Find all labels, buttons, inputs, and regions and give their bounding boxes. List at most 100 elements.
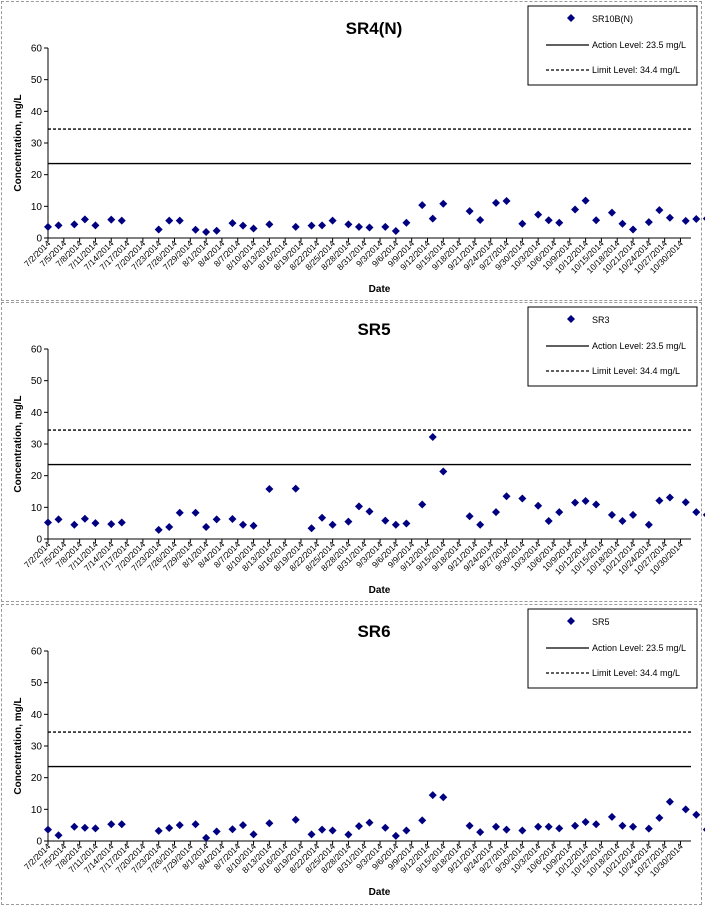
data-point (439, 467, 448, 476)
data-point (502, 196, 511, 205)
y-tick-label: 40 (31, 107, 43, 118)
y-tick-label: 30 (31, 139, 43, 150)
data-point (70, 220, 79, 229)
data-point (165, 522, 174, 531)
data-point (354, 222, 363, 231)
data-point (249, 830, 258, 839)
data-point (644, 824, 653, 833)
data-point (391, 831, 400, 840)
data-point (117, 216, 126, 225)
data-point (418, 201, 427, 210)
data-point (391, 227, 400, 236)
data-point (418, 816, 427, 825)
data-point (54, 515, 63, 524)
legend: SR10B(N) Action Level: 23.5 mg/L Limit Lev… (527, 5, 698, 86)
legend: SR5 Action Level: 23.5 mg/L Limit Level: 3… (527, 608, 698, 689)
data-point (692, 810, 701, 819)
data-point (91, 824, 100, 833)
data-point (165, 824, 174, 833)
data-point (117, 518, 126, 527)
y-axis-label: Concentration, mg/L (13, 94, 24, 191)
data-point (191, 225, 200, 234)
data-point (681, 498, 690, 507)
chart-panel-sr5: SR5 Concentration, mg/L Date 0 10 20 30 40 50 60 7… (1, 302, 705, 602)
data-point (644, 218, 653, 227)
data-point (344, 517, 353, 526)
y-tick-label: 20 (31, 773, 43, 784)
legend-limit-label: Limit Level: 34.4 mg/L (592, 65, 680, 75)
data-point (80, 823, 89, 832)
data-point (328, 826, 337, 835)
data-point (476, 520, 485, 529)
data-point (544, 822, 553, 831)
y-tick-label: 60 (31, 44, 43, 55)
data-point (655, 206, 664, 215)
data-point (571, 205, 580, 214)
data-point (202, 227, 211, 236)
data-point (655, 813, 664, 822)
data-point (571, 821, 580, 830)
data-point (228, 219, 237, 228)
y-tick-label: 20 (31, 471, 43, 482)
data-point (692, 508, 701, 517)
data-point (239, 221, 248, 230)
data-point (439, 793, 448, 802)
legend-marker-diamond (567, 315, 575, 323)
data-point (191, 820, 200, 829)
data-point (555, 508, 564, 517)
data-point (328, 216, 337, 225)
data-point (70, 822, 79, 831)
data-point (502, 492, 511, 501)
data-point (381, 516, 390, 525)
data-point (544, 216, 553, 225)
data-point (175, 821, 184, 830)
data-point (702, 512, 705, 518)
data-point (439, 199, 448, 208)
data-point (354, 502, 363, 511)
data-point (665, 213, 674, 222)
data-point (154, 525, 163, 534)
data-point (344, 220, 353, 229)
data-point (307, 524, 316, 533)
data-point (618, 219, 627, 228)
data-point (391, 520, 400, 529)
data-point (107, 820, 116, 829)
data-point (428, 433, 437, 442)
data-point (249, 521, 258, 530)
x-axis-label: Date (369, 887, 391, 898)
legend-series-label: SR10B(N) (592, 14, 633, 24)
data-point (491, 822, 500, 831)
legend-series-label: SR3 (592, 315, 610, 325)
legend-limit-label: Limit Level: 34.4 mg/L (592, 668, 680, 678)
data-point (291, 222, 300, 231)
data-point (555, 218, 564, 227)
data-point (592, 500, 601, 509)
data-point (629, 225, 638, 234)
data-point (629, 510, 638, 519)
data-point (318, 825, 327, 834)
data-point (607, 812, 616, 821)
y-tick-label: 10 (31, 805, 43, 816)
data-point (44, 518, 52, 527)
y-tick-label: 60 (31, 345, 43, 356)
chart-title: SR5 (357, 320, 390, 339)
data-point (70, 520, 79, 529)
y-axis-label: Concentration, mg/L (13, 697, 24, 794)
legend-limit-label: Limit Level: 34.4 mg/L (592, 366, 680, 376)
y-tick-label: 10 (31, 503, 43, 514)
data-point (681, 805, 690, 814)
legend-series-label: SR5 (592, 617, 610, 627)
y-tick-label: 50 (31, 75, 43, 86)
data-point (202, 522, 211, 531)
data-point (318, 221, 327, 230)
legend-marker-diamond (567, 14, 575, 22)
data-point (54, 221, 63, 230)
data-point (228, 825, 237, 834)
data-point (117, 820, 126, 829)
data-point (681, 216, 690, 225)
y-tick-label: 0 (36, 837, 42, 848)
x-axis-label: Date (369, 284, 391, 295)
y-tick-label: 30 (31, 440, 43, 451)
chart-panel-sr6: SR6 Concentration, mg/L Date 0 10 20 30 40 50 60 7… (1, 604, 705, 905)
data-point (307, 221, 316, 230)
